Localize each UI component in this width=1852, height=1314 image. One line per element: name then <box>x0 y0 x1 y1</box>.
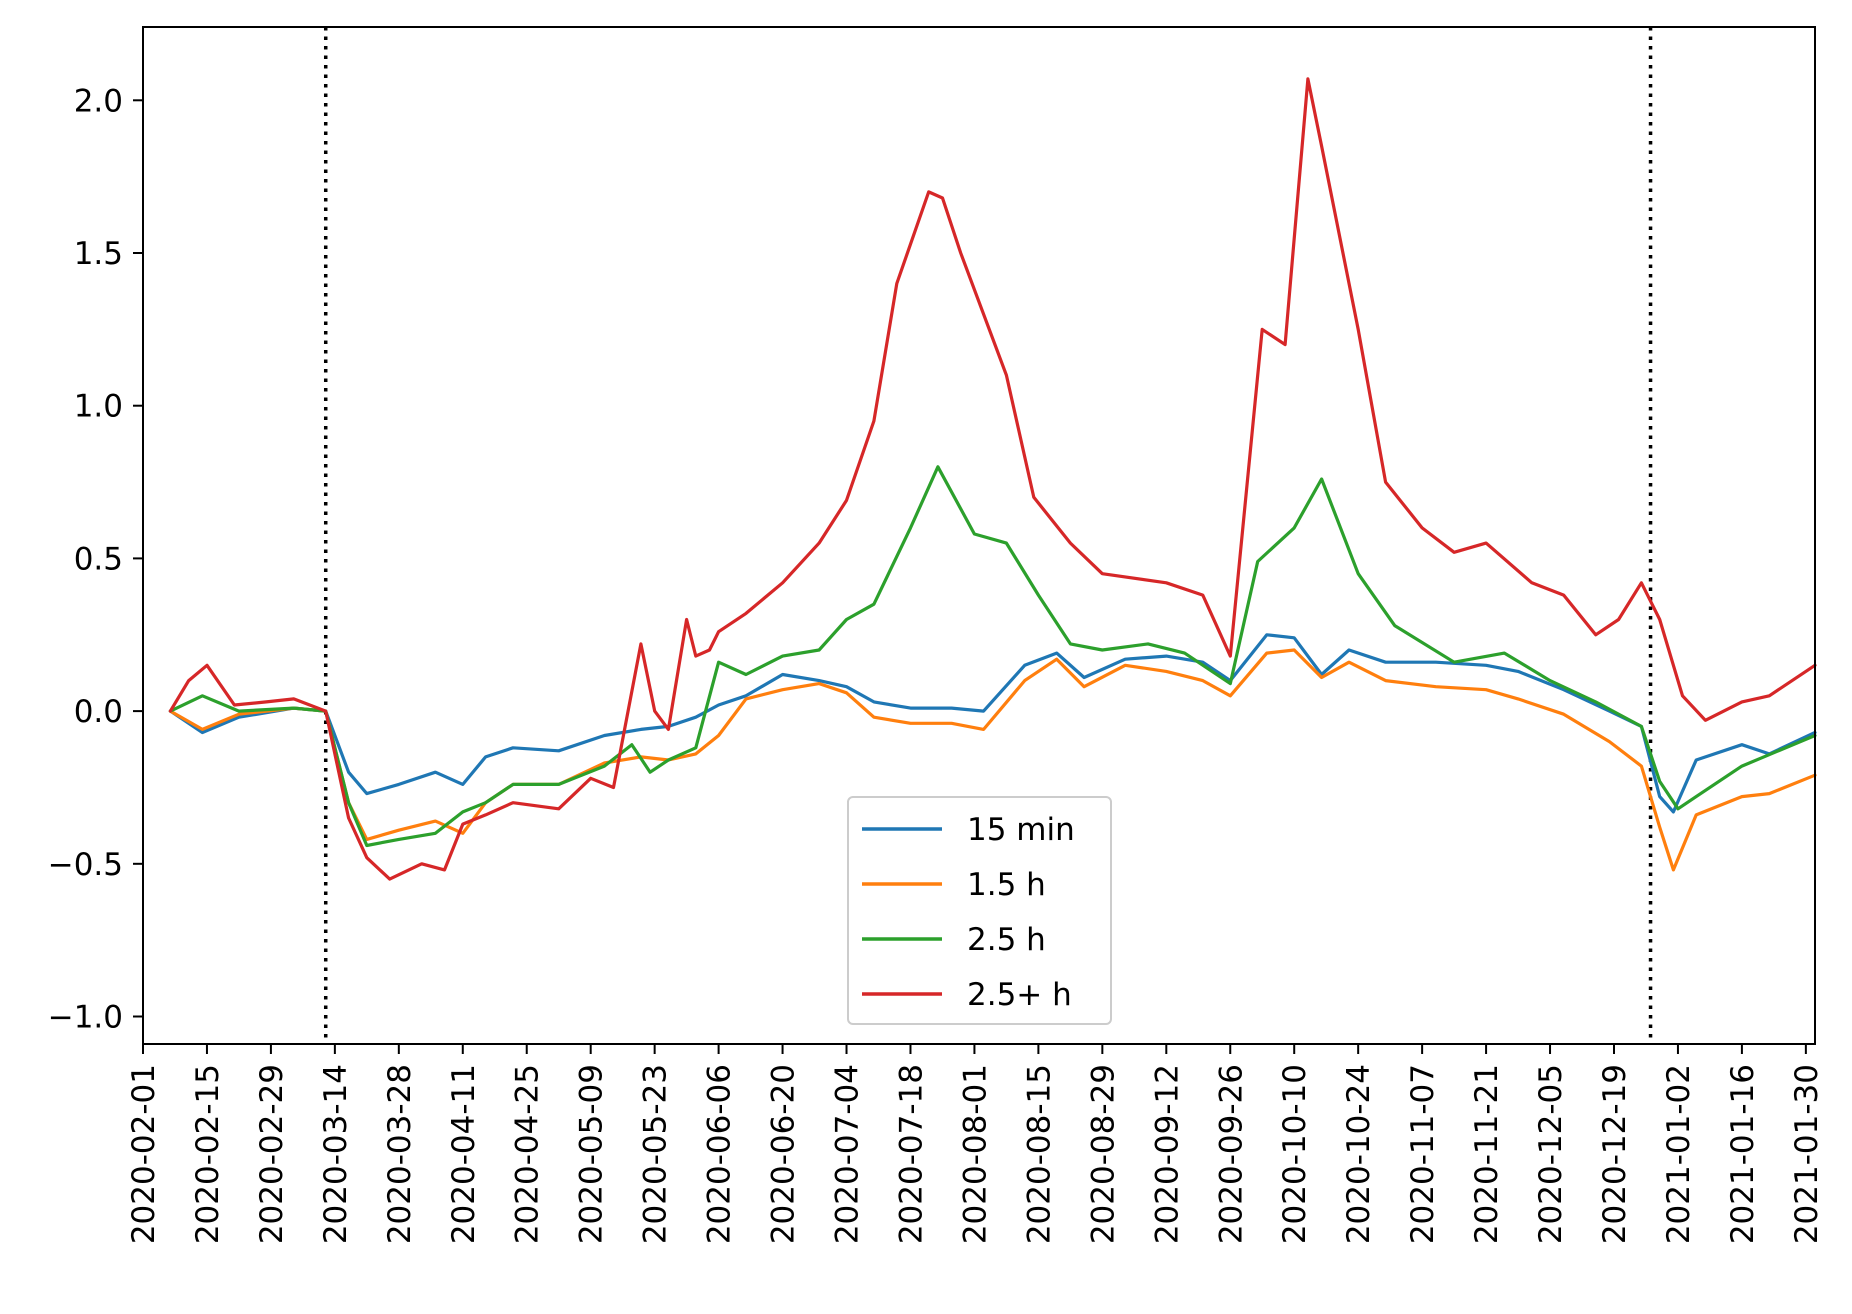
x-tick-label-9: 2020-06-06 <box>702 1064 738 1244</box>
x-tick-label-20: 2020-11-07 <box>1405 1064 1441 1244</box>
series-line-0 <box>168 633 1817 814</box>
series-line-2 <box>168 465 1817 848</box>
legend: 15 min 1.5 h 2.5 h 2.5+ h <box>847 796 1112 1025</box>
x-tick-label-10: 2020-06-20 <box>766 1064 802 1244</box>
x-tick-label-8: 2020-05-23 <box>638 1064 674 1244</box>
x-tick-label-6: 2020-04-25 <box>510 1064 546 1244</box>
x-axis: 2020-02-01 2020-02-15 2020-02-29 2020-03-14… <box>126 1044 1825 1244</box>
y-tick-label-0: −1.0 <box>48 1000 123 1036</box>
y-tick-label-6: 2.0 <box>74 83 123 119</box>
series-line-3 <box>168 77 1817 881</box>
y-tick-label-4: 1.0 <box>74 389 123 425</box>
x-tick-label-12: 2020-07-18 <box>894 1064 930 1244</box>
x-tick-label-23: 2020-12-19 <box>1597 1064 1633 1244</box>
x-tick-label-21: 2020-11-21 <box>1469 1064 1505 1244</box>
x-tick-label-24: 2021-01-02 <box>1661 1064 1697 1244</box>
y-tick-label-5: 1.5 <box>74 236 123 272</box>
x-tick-label-16: 2020-09-12 <box>1149 1064 1185 1244</box>
legend-label-1: 1.5 h <box>967 867 1046 903</box>
plot-frame <box>142 26 1816 1045</box>
x-tick-label-15: 2020-08-29 <box>1085 1064 1121 1244</box>
vertical-reference-lines <box>323 27 1653 1044</box>
series-line-1 <box>168 648 1817 872</box>
legend-label-2: 2.5 h <box>967 922 1046 958</box>
y-tick-label-2: 0.0 <box>74 694 123 730</box>
x-tick-label-26: 2021-01-30 <box>1789 1064 1825 1244</box>
x-tick-label-19: 2020-10-24 <box>1341 1064 1377 1244</box>
x-tick-label-5: 2020-04-11 <box>446 1064 482 1244</box>
legend-label-0: 15 min <box>967 812 1075 848</box>
x-tick-label-25: 2021-01-16 <box>1725 1064 1761 1244</box>
x-tick-label-14: 2020-08-15 <box>1021 1064 1057 1244</box>
legend-label-3: 2.5+ h <box>967 977 1072 1013</box>
x-tick-label-7: 2020-05-09 <box>574 1064 610 1244</box>
x-tick-label-22: 2020-12-05 <box>1533 1064 1569 1244</box>
x-tick-label-13: 2020-08-01 <box>957 1064 993 1244</box>
x-tick-label-0: 2020-02-01 <box>126 1064 162 1244</box>
y-tick-label-1: −0.5 <box>48 847 123 883</box>
x-tick-label-2: 2020-02-29 <box>254 1064 290 1244</box>
legend-box <box>847 796 1112 1025</box>
series-lines <box>168 77 1817 881</box>
x-tick-label-1: 2020-02-15 <box>190 1064 226 1244</box>
x-tick-label-11: 2020-07-04 <box>830 1064 866 1244</box>
x-tick-label-18: 2020-10-10 <box>1277 1064 1313 1244</box>
y-axis: −1.0 −0.5 0.0 0.5 1.0 1.5 2.0 <box>48 83 143 1036</box>
x-tick-label-17: 2020-09-26 <box>1213 1064 1249 1244</box>
y-tick-label-3: 0.5 <box>74 541 123 577</box>
x-tick-label-4: 2020-03-28 <box>382 1064 418 1244</box>
x-tick-label-3: 2020-03-14 <box>318 1064 354 1244</box>
